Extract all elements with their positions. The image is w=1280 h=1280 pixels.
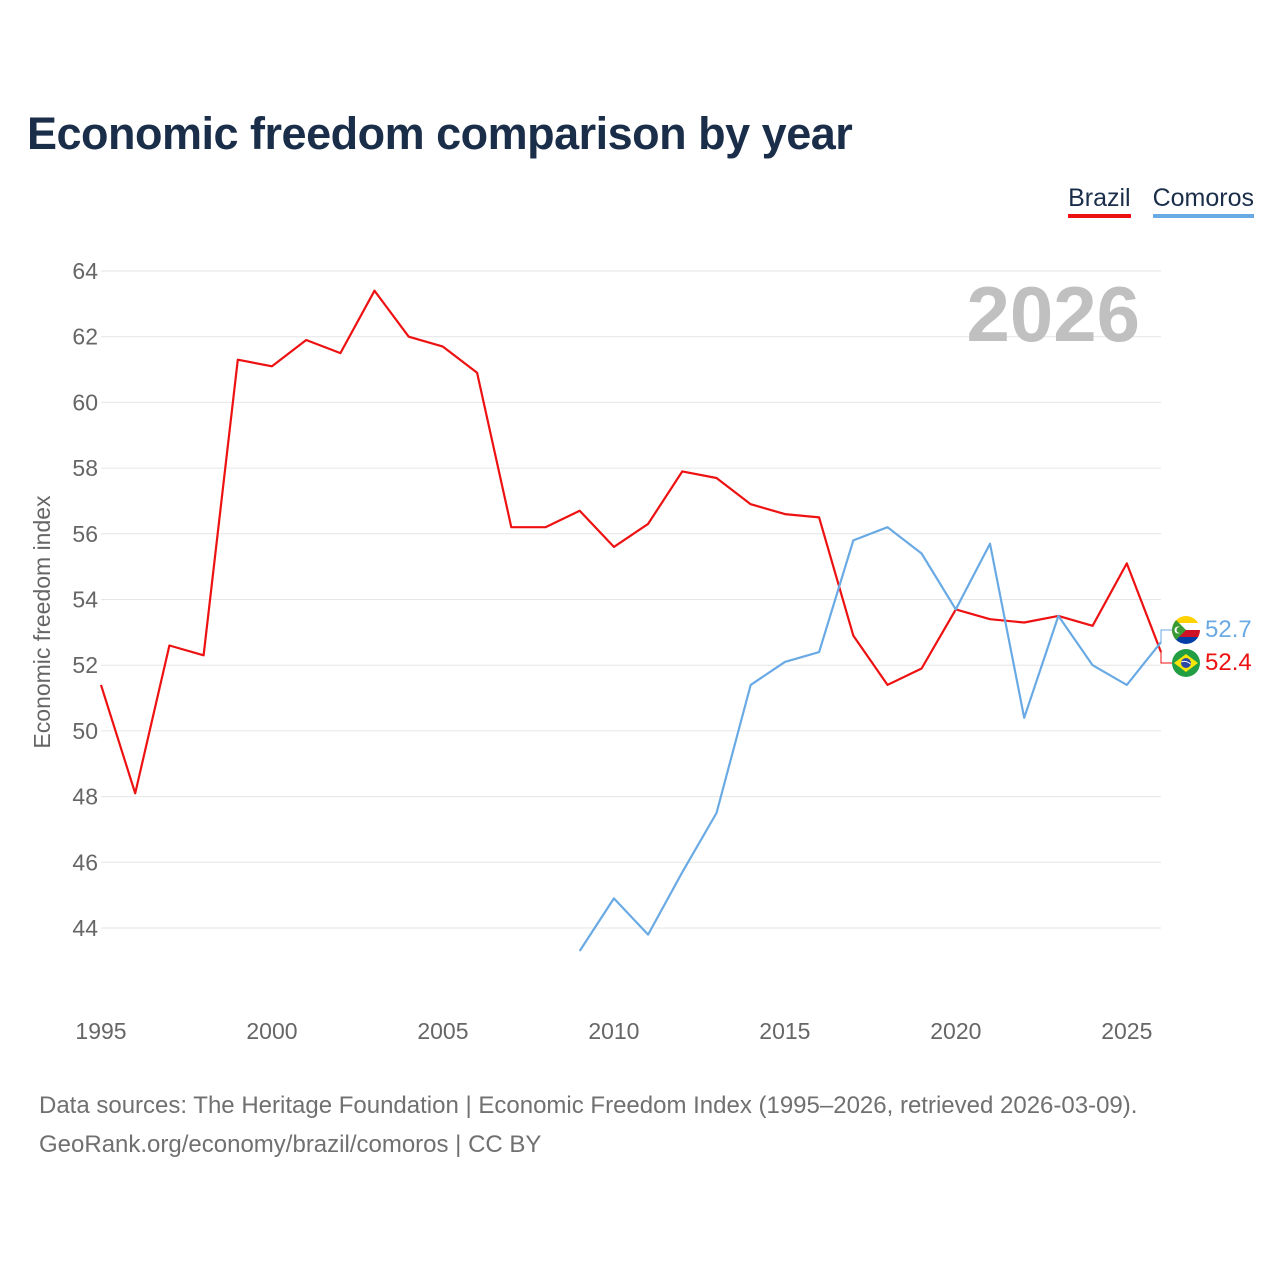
- x-tick-label: 2025: [1101, 1018, 1152, 1044]
- y-tick-label: 48: [72, 784, 98, 810]
- y-tick-label: 46: [72, 849, 98, 875]
- y-tick-label: 56: [72, 521, 98, 547]
- x-tick-label: 2005: [417, 1018, 468, 1044]
- x-tick-label: 2000: [246, 1018, 297, 1044]
- end-label-comoros: 52.7: [1205, 616, 1252, 643]
- footer-attribution: GeoRank.org/economy/brazil/comoros | CC …: [39, 1131, 542, 1158]
- footer-sources: Data sources: The Heritage Foundation | …: [39, 1092, 1138, 1119]
- y-tick-label: 52: [72, 652, 98, 678]
- grid-lines: [101, 270, 1161, 929]
- x-tick-label: 2010: [588, 1018, 639, 1044]
- year-watermark: 2026: [966, 270, 1140, 358]
- legend: Brazil Comoros: [1068, 184, 1254, 218]
- series-lines: [99, 289, 1172, 952]
- x-tick-label: 1995: [75, 1018, 126, 1044]
- brazil-flag-icon: [1172, 649, 1200, 677]
- series-line-comoros[interactable]: [578, 526, 1162, 952]
- x-tick-label: 2015: [759, 1018, 810, 1044]
- connector-comoros: [1160, 629, 1172, 643]
- connector-brazil: [1160, 652, 1172, 664]
- series-line-brazil[interactable]: [99, 289, 1163, 795]
- line-chart: 44 46 48 50 52 54 56 58 60 62 64 1995 2000 2005 2010 2…: [29, 258, 1252, 1044]
- footer: Data sources: The Heritage Foundation | …: [39, 1086, 1137, 1164]
- legend-item-comoros[interactable]: Comoros: [1152, 184, 1254, 218]
- y-tick-label: 58: [72, 455, 98, 481]
- comoros-flag-icon: [1172, 616, 1200, 644]
- y-tick-label: 60: [72, 389, 98, 415]
- y-tick-label: 44: [72, 915, 98, 941]
- y-axis-title: Economic freedom index: [29, 495, 55, 749]
- x-axis: 1995 2000 2005 2010 2015 2020 2025: [75, 1018, 1152, 1044]
- y-tick-label: 50: [72, 718, 98, 744]
- x-tick-label: 2020: [930, 1018, 981, 1044]
- y-tick-label: 62: [72, 324, 98, 350]
- y-axis: 44 46 48 50 52 54 56 58 60 62 64: [72, 258, 98, 941]
- chart-title: Economic freedom comparison by year: [27, 108, 853, 159]
- y-tick-label: 64: [72, 258, 98, 284]
- y-tick-label: 54: [72, 587, 98, 613]
- legend-item-brazil[interactable]: Brazil: [1068, 184, 1131, 218]
- end-label-brazil: 52.4: [1205, 649, 1252, 676]
